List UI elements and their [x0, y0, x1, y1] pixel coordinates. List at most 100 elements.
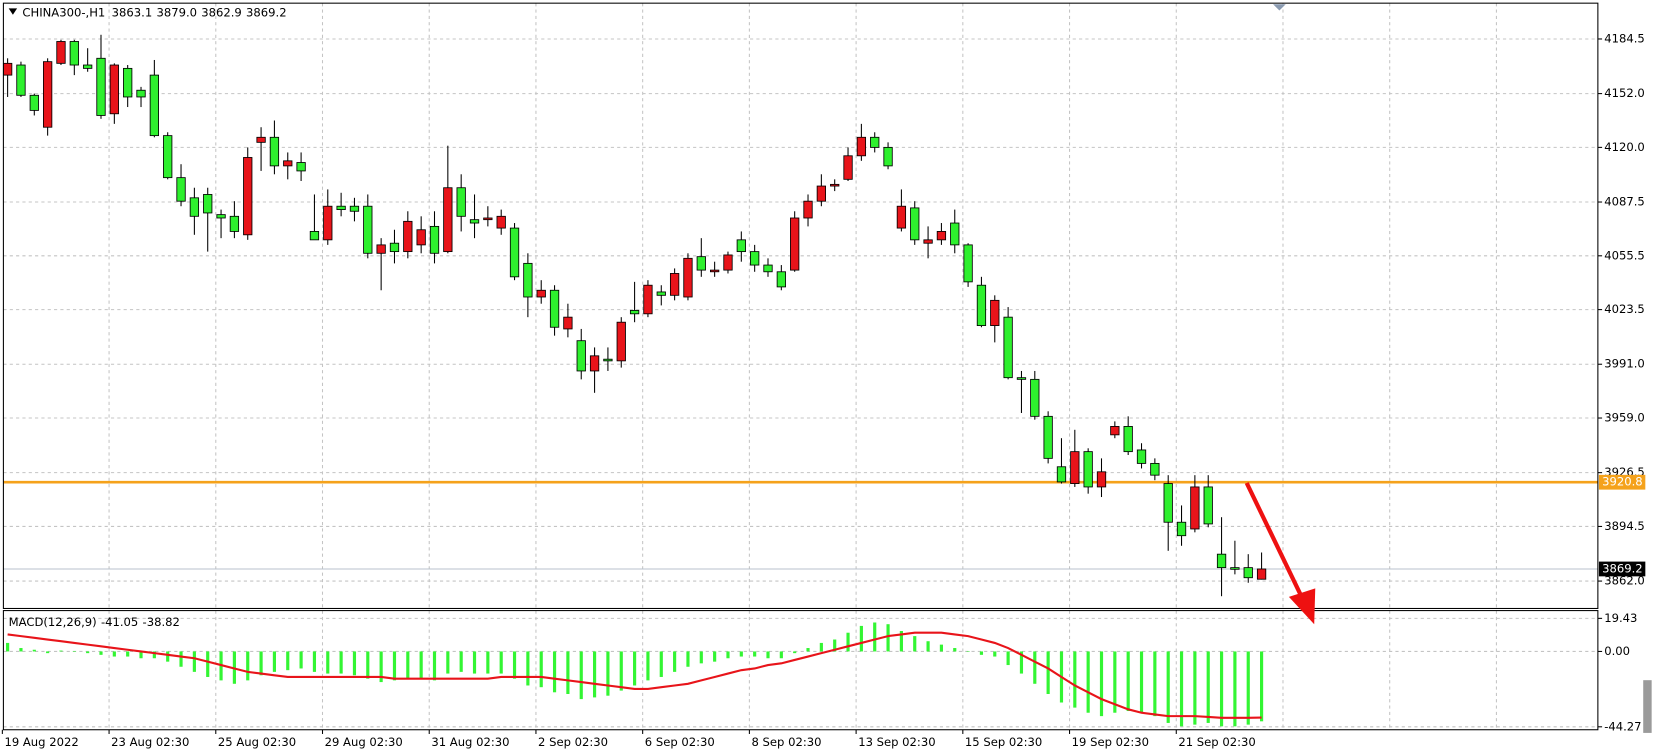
macd-bar [432, 651, 437, 681]
candle-body [16, 64, 26, 96]
menu-arrow[interactable] [8, 8, 18, 15]
candle-body [589, 355, 600, 372]
candle-body [429, 225, 440, 254]
candle-body [696, 256, 706, 271]
candle-body [790, 217, 800, 271]
macd-bar [499, 651, 503, 674]
y-tick-label: 3991.0 [1604, 357, 1645, 371]
macd-bar [1126, 651, 1130, 712]
x-tick-label: 31 Aug 02:30 [431, 735, 509, 749]
macd-bar [899, 631, 903, 652]
candle-body [403, 220, 413, 253]
candle-body [509, 227, 520, 278]
arrow-shaft [1244, 482, 1306, 603]
macd-bar [579, 651, 583, 700]
grid [3, 3, 1598, 730]
candle-body [1070, 451, 1080, 485]
macd-bar [859, 625, 863, 652]
candle-body [963, 244, 973, 283]
candle-body [816, 185, 826, 202]
candle-body [1176, 521, 1187, 537]
macd-bar [312, 651, 317, 672]
candle-body [336, 205, 346, 211]
macd-bar [366, 651, 370, 679]
macd-bar [1113, 651, 1117, 713]
candle-body [109, 64, 119, 115]
y-tick-label: 19.43 [1604, 611, 1637, 625]
candle-body [483, 217, 493, 221]
macd-bar [766, 651, 770, 659]
macd-bar [206, 651, 210, 677]
candle-body [69, 41, 79, 66]
candle-body [1110, 426, 1120, 436]
macd-bar [926, 641, 930, 652]
macd-bar [539, 651, 543, 688]
high-label: 3879.0 [156, 5, 197, 19]
y-tick-label: 4120.0 [1604, 140, 1645, 154]
candle-body [243, 157, 253, 236]
macd-bar [446, 651, 450, 674]
macd-bar [472, 651, 477, 674]
candle-body [309, 231, 320, 241]
macd-bar [286, 651, 290, 671]
candle-body [176, 177, 186, 202]
x-tick-label: 8 Sep 02:30 [751, 735, 821, 749]
open-label: 3863.1 [112, 5, 153, 19]
x-tick-label: 15 Sep 02:30 [965, 735, 1042, 749]
candle-body [163, 135, 173, 179]
candle-body [750, 251, 760, 266]
macd-bar [939, 644, 943, 652]
macd-bar [32, 649, 36, 652]
candle-body [203, 194, 213, 214]
macd-bar [592, 651, 597, 698]
macd-bar [1246, 651, 1250, 725]
candle-body [1030, 378, 1040, 417]
current-price-tag [1598, 561, 1646, 577]
macd-bar [326, 651, 330, 674]
macd-bar [1193, 651, 1197, 725]
x-tick-label: 2 Sep 02:30 [538, 735, 608, 749]
candle-body [523, 262, 533, 298]
macd-bar [259, 651, 263, 676]
x-tick-label: 13 Sep 02:30 [858, 735, 935, 749]
macd-bar [619, 651, 623, 691]
candle-body [269, 136, 280, 167]
candle-body [1136, 449, 1147, 464]
macd-bar [19, 648, 23, 652]
macd-bar [1139, 651, 1144, 713]
candle-body [1003, 316, 1013, 379]
macd-bar [566, 651, 570, 694]
macd-bar [686, 651, 690, 667]
macd-bar [966, 651, 970, 652]
candle-body [656, 291, 666, 296]
macd-bar [1073, 651, 1077, 708]
candle-body [283, 160, 293, 167]
current-price-label: 3869.2 [1602, 561, 1643, 575]
candle-body [896, 205, 907, 229]
y-tick-label: 4055.5 [1604, 248, 1645, 262]
shift-marker [1273, 4, 1286, 11]
macd-bar [833, 639, 837, 652]
x-tick-label: 23 Aug 02:30 [111, 735, 189, 749]
macd-bar [459, 651, 463, 672]
candle-body [229, 215, 240, 232]
candle-body [709, 269, 720, 273]
macd-bar [913, 636, 917, 652]
candle-body [1230, 567, 1240, 570]
candle-body [83, 64, 93, 69]
macd-bar [179, 651, 183, 667]
macd-bar [486, 651, 490, 674]
macd-bar [953, 648, 957, 652]
macd-bar [379, 651, 383, 683]
macd-bar [993, 651, 997, 657]
candle-body [56, 41, 66, 64]
macd-bar [779, 651, 783, 659]
level-tag [1598, 474, 1646, 490]
candle-body [1190, 486, 1200, 530]
macd-bar [192, 651, 196, 672]
scroll-handle[interactable] [1643, 680, 1652, 733]
macd-bar [726, 651, 730, 659]
macd-bar [1166, 651, 1170, 723]
macd-bar [806, 648, 810, 652]
arrow-head [1288, 588, 1316, 625]
